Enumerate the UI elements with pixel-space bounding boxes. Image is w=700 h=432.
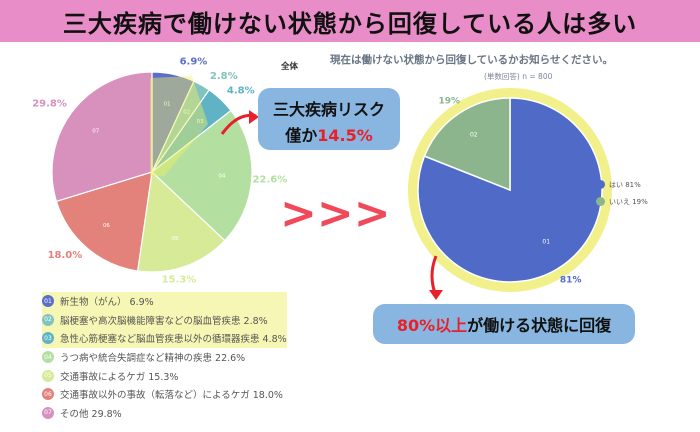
risk-callout-value: 14.5% — [317, 126, 373, 145]
legend-marker-01: 01 — [42, 295, 54, 308]
legend-item-01: 01 新生物（がん） 6.9% — [42, 292, 287, 311]
recover-callout-value: 80%以上 — [396, 316, 468, 335]
left-chart-legend: 01 新生物（がん） 6.9% 02 脳梗塞や高次脳機能障害などの脳血管疾患 2.8%… — [42, 292, 287, 422]
pie-slice-07 — [51, 71, 153, 203]
pie-slice-04 — [151, 109, 253, 242]
legend-label-06: 交通事故以外の事故（転落など）によるケガ 18.0% — [60, 390, 283, 402]
slice-value-label-03: 4.8% — [227, 85, 255, 96]
right-legend-item-02: いいえ 19% — [596, 193, 648, 210]
risk-callout: 三大疾病リスク 僅か14.5% — [258, 88, 400, 150]
right-chart-subtitle: (単数回答) n = 800 — [484, 72, 553, 81]
page-title: 三大疾病で働けない状態から回復している人は多い — [62, 9, 638, 38]
legend-marker-05: 05 — [42, 369, 54, 382]
right-legend-label-01: はい 81% — [609, 180, 641, 189]
legend-item-05: 05 交通事故によるケガ 15.3% — [42, 366, 287, 385]
left-pie-chart: 01 6.9% 02 2.8% 03 4.8% 04 22.6% 05 15.3% 06 18.0% 0… — [32, 56, 287, 285]
slice-id-label-04: 04 — [218, 173, 225, 179]
header-banner: 三大疾病で働けない状態から回復している人は多い — [0, 0, 700, 42]
slice-id-label-06: 06 — [103, 223, 110, 229]
slice-value-label-04: 22.6% — [253, 175, 288, 186]
pie-slice-06 — [55, 171, 153, 272]
slice-value-label-05: 15.3% — [162, 274, 197, 285]
legend-label-02: 脳梗塞や高次脳機能障害などの脳血管疾患 2.8% — [60, 315, 268, 327]
slice-id-label-02: 02 — [183, 109, 190, 115]
right-pie-chart: 01 81% 02 19% — [408, 88, 612, 292]
right-legend-item-01: はい 81% — [596, 176, 648, 193]
legend-label-04: うつ病や統合失調症など精神の疾患 22.6% — [60, 353, 246, 365]
risk-callout-line1: 三大疾病リスク — [272, 100, 385, 119]
highlight-band — [150, 76, 208, 176]
recover-callout-suffix: が働ける状態に回復 — [467, 316, 612, 335]
legend-label-03: 急性心筋梗塞など脳血管疾患以外の循環器疾患 4.8% — [60, 334, 287, 346]
slice-id-label-05: 05 — [172, 236, 179, 242]
slice-id-label-01: 01 — [542, 238, 550, 245]
transition-arrows: >>> — [280, 188, 391, 239]
legend-item-04: 04 うつ病や統合失調症など精神の疾患 22.6% — [42, 348, 287, 367]
legend-item-07: 07 その他 29.8% — [42, 404, 287, 423]
legend-marker-02: 02 — [42, 313, 54, 326]
recover-arrowhead — [429, 290, 443, 300]
legend-marker-03: 03 — [42, 332, 54, 345]
right-chart-title: 現在は働けない状態から回復しているかお知らせください。 — [330, 54, 613, 66]
legend-marker-04: 04 — [42, 351, 54, 364]
slice-id-label-07: 07 — [92, 128, 99, 134]
legend-item-06: 06 交通事故以外の事故（転落など）によるケガ 18.0% — [42, 385, 287, 404]
pie-slice-いいえ — [423, 97, 511, 192]
slice-value-label-01: 81% — [560, 275, 582, 285]
legend-label-01: 新生物（がん） 6.9% — [60, 297, 154, 309]
slice-value-label-01: 6.9% — [180, 56, 208, 67]
right-legend-label-02: いいえ 19% — [609, 197, 648, 206]
right-legend-marker-01 — [596, 180, 605, 189]
legend-marker-07: 07 — [42, 406, 54, 419]
slice-id-label-01: 01 — [164, 102, 171, 108]
legend-label-07: その他 29.8% — [60, 408, 122, 420]
slice-value-label-02: 2.8% — [210, 71, 238, 82]
left-chart-title: 全体 — [281, 62, 299, 72]
slice-value-label-07: 29.8% — [32, 99, 67, 110]
slice-value-label-06: 18.0% — [48, 250, 83, 261]
risk-arrowhead — [249, 110, 259, 124]
right-legend-marker-02 — [596, 197, 605, 206]
risk-callout-prefix: 僅か — [285, 126, 318, 145]
decorations: >>> — [150, 76, 443, 300]
right-chart-legend: はい 81% いいえ 19% — [596, 176, 648, 210]
slice-id-label-02: 02 — [470, 132, 478, 139]
slice-value-label-02: 19% — [439, 97, 461, 107]
recover-callout: 80%以上 が働ける状態に回復 — [373, 304, 635, 344]
legend-label-05: 交通事故によるケガ 15.3% — [60, 371, 179, 383]
slice-id-label-03: 03 — [197, 119, 204, 125]
pie-slice-05 — [136, 170, 226, 273]
legend-item-02: 02 脳梗塞や高次脳機能障害などの脳血管疾患 2.8% — [42, 310, 287, 330]
legend-marker-06: 06 — [42, 388, 54, 401]
legend-item-03: 03 急性心筋梗塞など脳血管疾患以外の循環器疾患 4.8% — [42, 329, 287, 348]
